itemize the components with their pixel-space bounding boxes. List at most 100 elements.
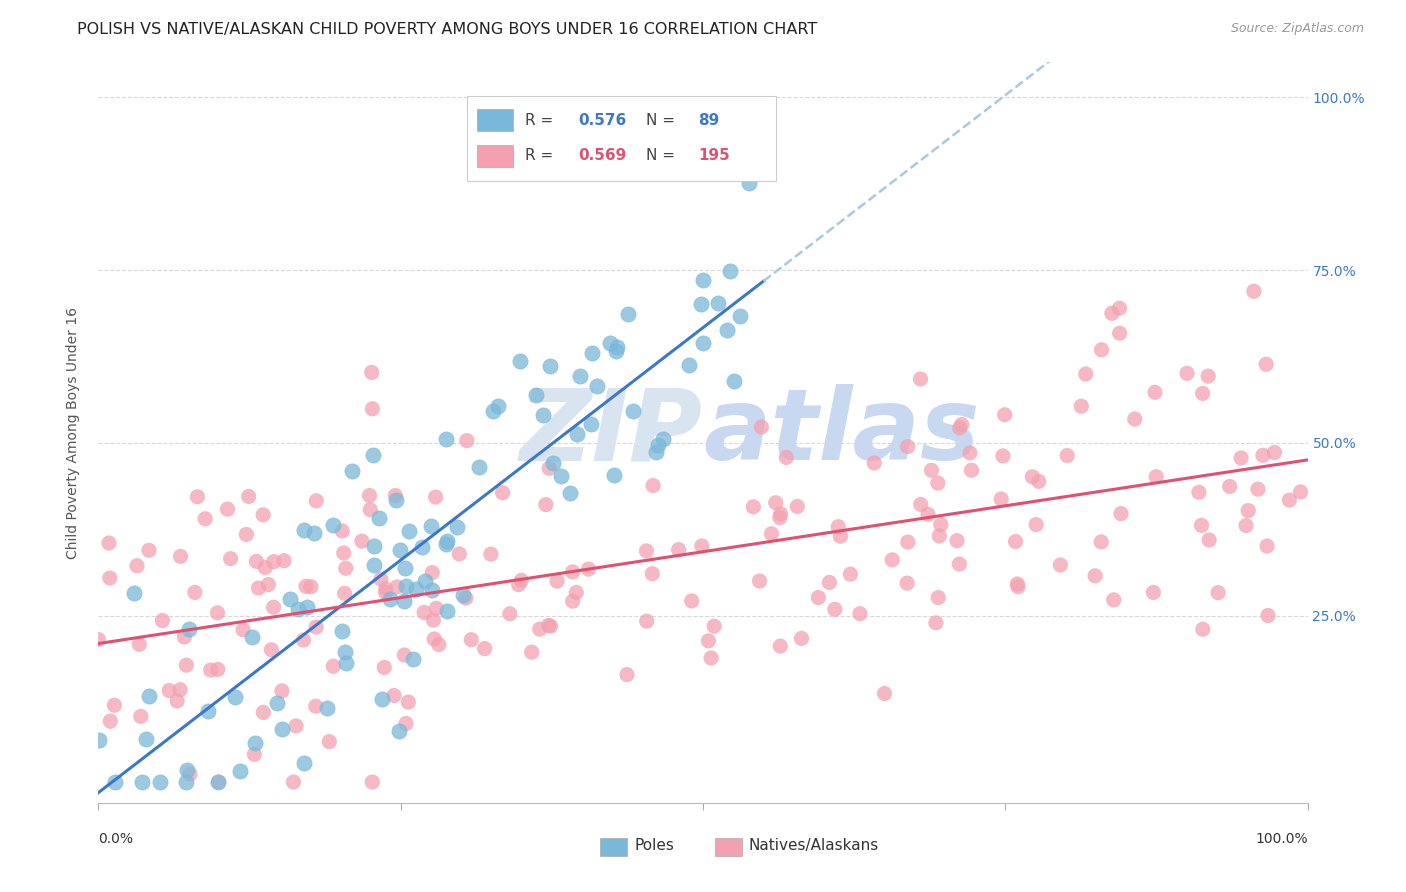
Point: [207, 775, 229, 789]
Point: [434, 536, 457, 550]
Point: [169, 549, 191, 564]
Point: [420, 566, 443, 580]
Point: [960, 463, 983, 477]
Bar: [600, 838, 627, 856]
Point: [229, 764, 252, 778]
Point: [1007, 577, 1029, 591]
Point: [398, 524, 420, 538]
Point: [335, 656, 357, 670]
Point: [384, 489, 406, 503]
Point: [560, 486, 582, 500]
Point: [550, 469, 572, 483]
Point: [534, 498, 557, 512]
Point: [434, 432, 457, 446]
Point: [243, 736, 266, 750]
Point: [1144, 469, 1167, 483]
Point: [917, 508, 939, 522]
Point: [245, 554, 267, 568]
Point: [1004, 534, 1026, 549]
Point: [197, 704, 219, 718]
Point: [761, 526, 783, 541]
Text: Natives/Alaskans: Natives/Alaskans: [749, 838, 879, 854]
Point: [395, 716, 418, 731]
Point: [1188, 485, 1211, 500]
Point: [292, 633, 315, 648]
Point: [807, 591, 830, 605]
Point: [297, 600, 319, 615]
Point: [929, 517, 952, 532]
Point: [395, 579, 418, 593]
Point: [1108, 326, 1130, 341]
Point: [394, 560, 416, 574]
Point: [540, 619, 562, 633]
Point: [449, 547, 471, 561]
Point: [179, 622, 201, 636]
Point: [863, 456, 886, 470]
Point: [271, 684, 294, 698]
Point: [700, 651, 723, 665]
Point: [1198, 533, 1220, 547]
Point: [565, 426, 588, 441]
Point: [169, 682, 191, 697]
Point: [742, 500, 765, 514]
Point: [411, 541, 433, 555]
Point: [299, 580, 322, 594]
Point: [257, 577, 280, 591]
Point: [413, 606, 436, 620]
Point: [401, 652, 423, 666]
Point: [1257, 608, 1279, 623]
Point: [509, 354, 531, 368]
Point: [994, 408, 1017, 422]
Point: [537, 618, 560, 632]
Point: [1101, 306, 1123, 320]
Point: [394, 648, 416, 662]
Point: [219, 551, 242, 566]
Point: [692, 273, 714, 287]
Point: [122, 586, 145, 600]
Point: [129, 709, 152, 723]
Point: [1175, 367, 1198, 381]
Point: [392, 594, 415, 608]
Point: [479, 547, 502, 561]
Point: [1056, 449, 1078, 463]
Point: [568, 368, 591, 383]
Point: [927, 591, 949, 605]
Point: [138, 690, 160, 704]
Point: [510, 574, 533, 588]
Point: [359, 489, 381, 503]
Point: [1025, 517, 1047, 532]
Point: [422, 613, 444, 627]
Point: [200, 663, 222, 677]
Point: [427, 638, 450, 652]
Point: [703, 619, 725, 633]
Bar: [477, 109, 513, 131]
Point: [363, 558, 385, 573]
Point: [959, 446, 981, 460]
Point: [425, 490, 447, 504]
Point: [636, 614, 658, 628]
Point: [1123, 412, 1146, 426]
Point: [87, 632, 110, 647]
Point: [1243, 284, 1265, 298]
Point: [647, 438, 669, 452]
Point: [322, 518, 344, 533]
Point: [896, 576, 918, 591]
Point: [315, 701, 337, 715]
Point: [491, 485, 513, 500]
Point: [990, 491, 1012, 506]
Point: [775, 450, 797, 465]
Point: [207, 775, 229, 789]
Point: [692, 336, 714, 351]
Point: [641, 566, 664, 581]
Point: [1090, 535, 1112, 549]
Point: [1263, 445, 1285, 459]
Point: [98, 571, 121, 585]
Point: [486, 399, 509, 413]
Point: [925, 615, 948, 630]
Point: [363, 539, 385, 553]
Point: [131, 775, 153, 789]
Point: [292, 756, 315, 770]
Point: [1256, 539, 1278, 553]
Point: [1049, 558, 1071, 572]
Point: [1021, 469, 1043, 483]
